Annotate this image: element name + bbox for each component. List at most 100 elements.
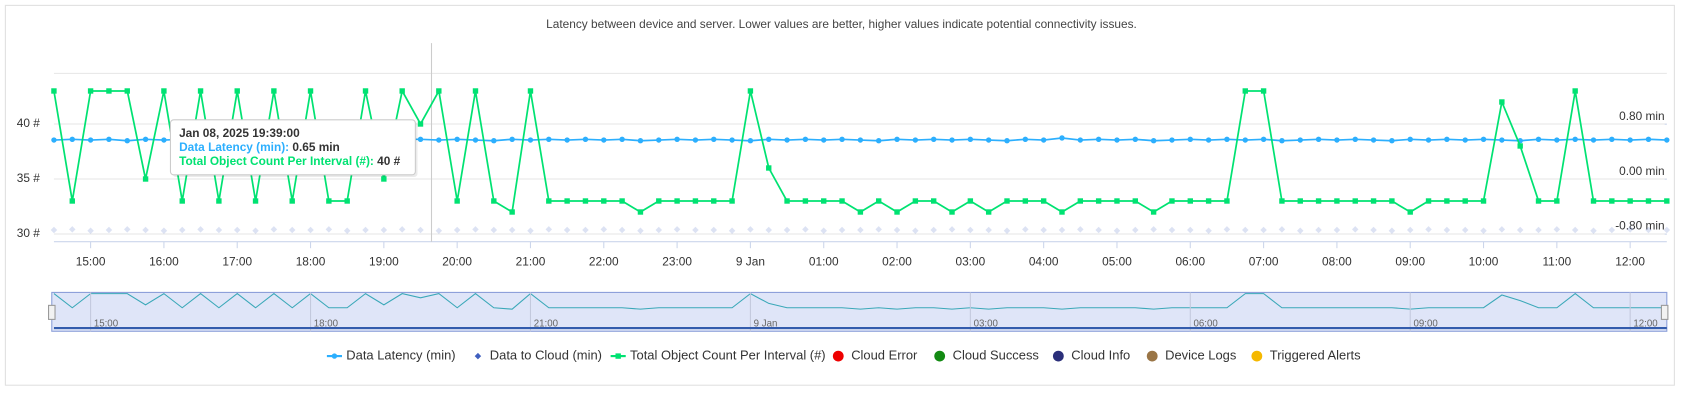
point bbox=[454, 198, 460, 204]
legend-label: Cloud Error bbox=[851, 348, 918, 363]
point bbox=[783, 226, 791, 234]
point bbox=[197, 88, 204, 94]
point bbox=[601, 137, 607, 143]
point bbox=[454, 136, 460, 143]
point bbox=[1425, 198, 1432, 204]
legend: Data Latency (min) Data to Cloud (min) Tot… bbox=[326, 348, 1361, 363]
point bbox=[87, 137, 94, 143]
point bbox=[51, 88, 57, 94]
point bbox=[398, 226, 406, 233]
legend-item[interactable]: Cloud Success bbox=[934, 348, 1039, 363]
point bbox=[656, 137, 662, 143]
point bbox=[380, 226, 388, 234]
point bbox=[674, 198, 680, 204]
point bbox=[1425, 226, 1432, 233]
point bbox=[87, 88, 94, 94]
point bbox=[490, 226, 498, 234]
point bbox=[288, 226, 296, 234]
legend-label: Data Latency (min) bbox=[346, 348, 455, 363]
x-tick-label: 02:00 bbox=[882, 254, 912, 268]
point bbox=[142, 136, 149, 143]
legend-symbol bbox=[1251, 350, 1263, 362]
point bbox=[766, 136, 772, 143]
point bbox=[1058, 226, 1066, 234]
legend-item[interactable]: Triggered Alerts bbox=[1251, 348, 1361, 363]
legend-item[interactable]: Data to Cloud (min) bbox=[474, 348, 602, 363]
point bbox=[729, 198, 735, 204]
point bbox=[87, 227, 94, 234]
point bbox=[270, 226, 278, 233]
point bbox=[692, 198, 699, 204]
point bbox=[215, 226, 223, 234]
point bbox=[1444, 198, 1450, 204]
point bbox=[344, 198, 350, 204]
navigator-handle-right[interactable] bbox=[1660, 304, 1669, 320]
point bbox=[1370, 137, 1377, 143]
point bbox=[1608, 226, 1616, 234]
x-tick-label: 15:00 bbox=[76, 254, 106, 268]
point bbox=[1022, 198, 1029, 204]
point bbox=[875, 226, 882, 233]
point bbox=[435, 227, 443, 234]
navigator-label: 21:00 bbox=[534, 318, 559, 329]
point bbox=[1406, 226, 1414, 234]
tooltip-value: 0.65 min bbox=[292, 140, 339, 154]
point bbox=[1609, 198, 1615, 204]
point bbox=[1297, 137, 1303, 143]
x-tick-label: 06:00 bbox=[1175, 254, 1205, 268]
point bbox=[637, 138, 644, 144]
point bbox=[1389, 138, 1395, 144]
point bbox=[271, 88, 277, 94]
point bbox=[1169, 137, 1175, 143]
point bbox=[1004, 138, 1010, 144]
point bbox=[1132, 226, 1139, 234]
point bbox=[1132, 136, 1138, 143]
point bbox=[1425, 137, 1432, 143]
point bbox=[967, 198, 974, 204]
point bbox=[1224, 136, 1230, 143]
navigator-window[interactable] bbox=[51, 291, 1668, 332]
point bbox=[1150, 138, 1157, 144]
legend-item[interactable]: Cloud Info bbox=[1052, 348, 1130, 363]
legend-item[interactable]: Total Object Count Per Interval (#) bbox=[610, 348, 826, 363]
navigator-label: 06:00 bbox=[1194, 318, 1219, 329]
point bbox=[1590, 227, 1597, 234]
legend-symbol bbox=[1052, 350, 1064, 362]
point bbox=[1462, 198, 1468, 204]
point bbox=[1645, 198, 1652, 204]
point bbox=[331, 353, 338, 359]
point bbox=[1480, 198, 1487, 204]
point bbox=[1315, 136, 1322, 143]
point bbox=[1297, 198, 1303, 204]
point bbox=[1645, 136, 1652, 143]
x-tick-label: 9 Jan bbox=[736, 254, 765, 268]
point bbox=[802, 226, 809, 233]
legend-label: Data to Cloud (min) bbox=[490, 348, 602, 363]
point bbox=[948, 226, 956, 233]
legend-item[interactable]: Cloud Error bbox=[832, 348, 918, 363]
point bbox=[1022, 136, 1029, 143]
point bbox=[508, 226, 516, 234]
point bbox=[839, 198, 845, 204]
point bbox=[1334, 137, 1340, 143]
point bbox=[474, 352, 482, 360]
point bbox=[1480, 227, 1487, 234]
point bbox=[1003, 227, 1011, 234]
point bbox=[1571, 226, 1579, 234]
point bbox=[1040, 137, 1047, 143]
point bbox=[343, 227, 351, 234]
navigator-handle-left[interactable] bbox=[48, 304, 56, 320]
point bbox=[821, 137, 827, 143]
point bbox=[1352, 226, 1359, 233]
point bbox=[1297, 227, 1304, 234]
legend-item[interactable]: Device Logs bbox=[1146, 348, 1237, 363]
legend-item[interactable]: Data Latency (min) bbox=[326, 348, 456, 363]
point bbox=[729, 137, 735, 143]
legend-label: Total Object Count Per Interval (#) bbox=[630, 348, 826, 363]
point bbox=[1132, 198, 1138, 204]
point bbox=[233, 226, 241, 234]
point bbox=[747, 138, 754, 144]
navigator-label: 03:00 bbox=[974, 318, 999, 329]
point bbox=[142, 176, 149, 182]
